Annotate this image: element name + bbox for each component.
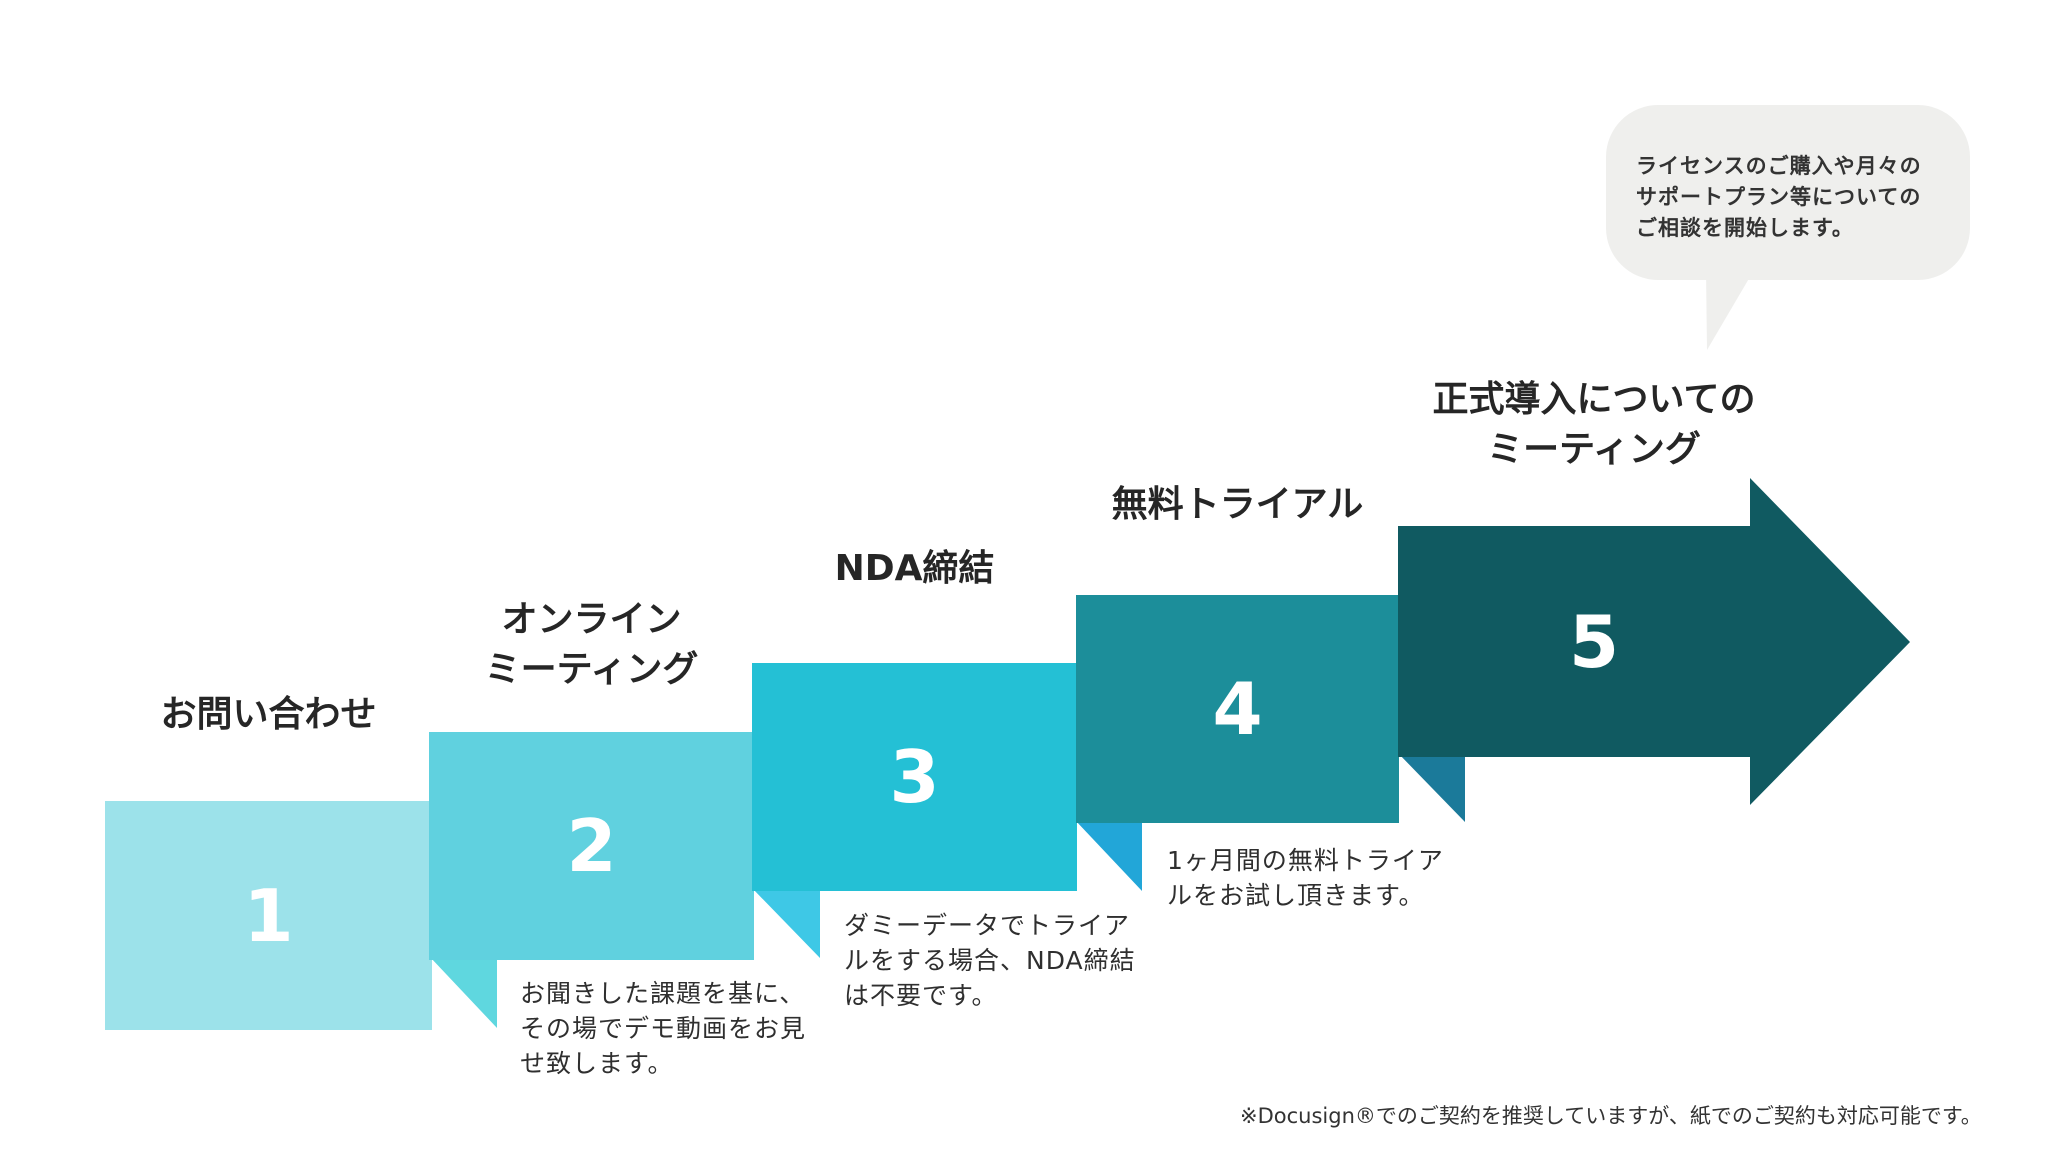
- step-1-fold: [430, 957, 497, 1028]
- step-1-number: 1: [243, 873, 294, 958]
- step-2-title: オンライン ミーティング: [484, 599, 699, 690]
- step-1-block: [105, 801, 432, 1030]
- step-4-title: 無料トライアル: [1111, 484, 1364, 525]
- step-3-title: NDA締結: [834, 548, 995, 589]
- bubble-tail: [1706, 270, 1754, 350]
- step-3-description: ダミーデータでトライア ルをする場合、NDA締結 は不要です。: [844, 911, 1136, 1010]
- step-1-title: お問い合わせ: [160, 694, 377, 735]
- step-4-block: [1076, 595, 1399, 823]
- speech-bubble-text: ライセンスのご購入や月々の サポートプラン等についての ご相談を開始します。: [1636, 154, 1922, 240]
- step-4-number: 4: [1212, 667, 1263, 751]
- step-4-description: 1ヶ月間の無料トライア ルをお試し頂きます。: [1167, 846, 1444, 910]
- step-5-title: 正式導入についての ミーティング: [1432, 379, 1756, 470]
- step-3-fold: [1075, 820, 1142, 891]
- step-2-block: [429, 732, 754, 960]
- step-4-fold: [1397, 752, 1465, 822]
- footnote: ※Docusign®でのご契約を推奨していますが、紙でのご契約も対応可能です。: [1240, 1104, 1982, 1128]
- step-2-description: お聞きした課題を基に、 その場でデモ動画をお見 せ致します。: [520, 979, 807, 1078]
- step-5-arrow: [1398, 478, 1910, 805]
- step-3-block: [752, 663, 1077, 891]
- step-2-number: 2: [566, 804, 617, 888]
- step-2-fold: [752, 888, 820, 958]
- speech-bubble: [1606, 105, 1970, 280]
- step-3-number: 3: [889, 735, 940, 819]
- step-5-number: 5: [1568, 599, 1620, 684]
